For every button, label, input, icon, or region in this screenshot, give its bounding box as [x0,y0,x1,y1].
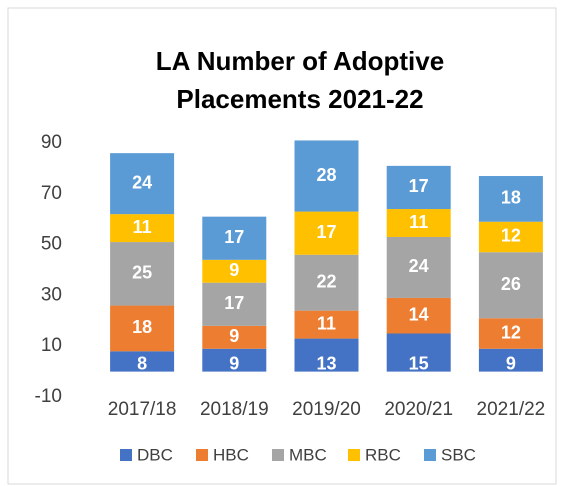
bar-segment [294,254,359,311]
legend-swatch [348,449,360,461]
data-label: 9 [229,260,239,280]
legend-label: HBC [213,445,249,464]
legend-label: MBC [289,445,327,464]
data-label: 11 [133,217,152,237]
legend-label: SBC [441,445,476,464]
bar-segment [386,236,451,298]
legend-swatch [424,449,436,461]
chart-border [7,7,557,485]
chart-title-line: Placements 2021-22 [176,84,423,114]
bar-segment [478,318,543,349]
y-tick-label: 50 [41,234,62,255]
data-label: 9 [229,353,239,373]
bar-segment [386,333,451,372]
data-label: 8 [137,353,147,373]
data-label: 25 [132,263,152,283]
data-label: 12 [501,226,521,246]
bar-segment [202,282,267,326]
x-tick-label: 2019/20 [292,399,361,420]
x-tick-label: 2020/21 [384,399,453,420]
bar-segment [386,209,451,237]
data-label: 9 [506,353,516,373]
data-label: 17 [316,222,336,242]
data-label: 26 [501,274,521,294]
legend-swatch [120,449,132,461]
x-tick-label: 2018/19 [200,399,269,420]
y-tick-label: 30 [41,284,62,305]
bar-segment [202,325,267,349]
data-label: 18 [132,317,152,337]
bar-segment [110,214,175,243]
bar-segment [478,221,543,253]
data-label: 24 [409,256,429,276]
data-label: 17 [409,176,429,196]
legend-label: DBC [137,445,173,464]
data-label: 13 [316,353,336,373]
bar-segment [110,351,175,372]
bar-segment [202,216,267,260]
data-label: 9 [229,326,239,346]
data-label: 28 [316,165,336,185]
data-label: 11 [409,212,428,232]
bar-segment [202,348,267,372]
bar-segment [478,348,543,372]
data-label: 17 [224,293,244,313]
bar-segment [386,297,451,334]
x-tick-label: 2021/22 [477,399,546,420]
bar-segment [294,338,359,372]
bar-segment [478,252,543,319]
data-label: 15 [409,353,429,373]
y-tick-label: 10 [41,335,62,356]
y-tick-label: 70 [41,183,62,204]
legend-swatch [196,449,208,461]
x-tick-label: 2017/18 [108,399,177,420]
y-tick-label: 90 [41,132,62,153]
data-label: 22 [316,271,336,291]
bar-segment [294,140,359,212]
bar-segment [294,310,359,339]
data-label: 18 [501,188,521,208]
bar-segment [110,153,175,215]
bar-segment [202,259,267,283]
bar-segment [478,176,543,222]
bar-segment [110,305,175,352]
bar-segment [294,211,359,255]
bar-segment [386,165,451,210]
legend-swatch [272,449,284,461]
legend-label: RBC [365,445,401,464]
data-label: 11 [317,313,336,333]
bar-segment [110,242,175,306]
data-label: 12 [501,322,521,342]
data-label: 17 [224,227,244,247]
chart-title-line: LA Number of Adoptive [156,46,444,76]
data-label: 14 [409,304,429,324]
y-tick-label: -10 [35,386,62,407]
data-label: 24 [132,172,152,192]
